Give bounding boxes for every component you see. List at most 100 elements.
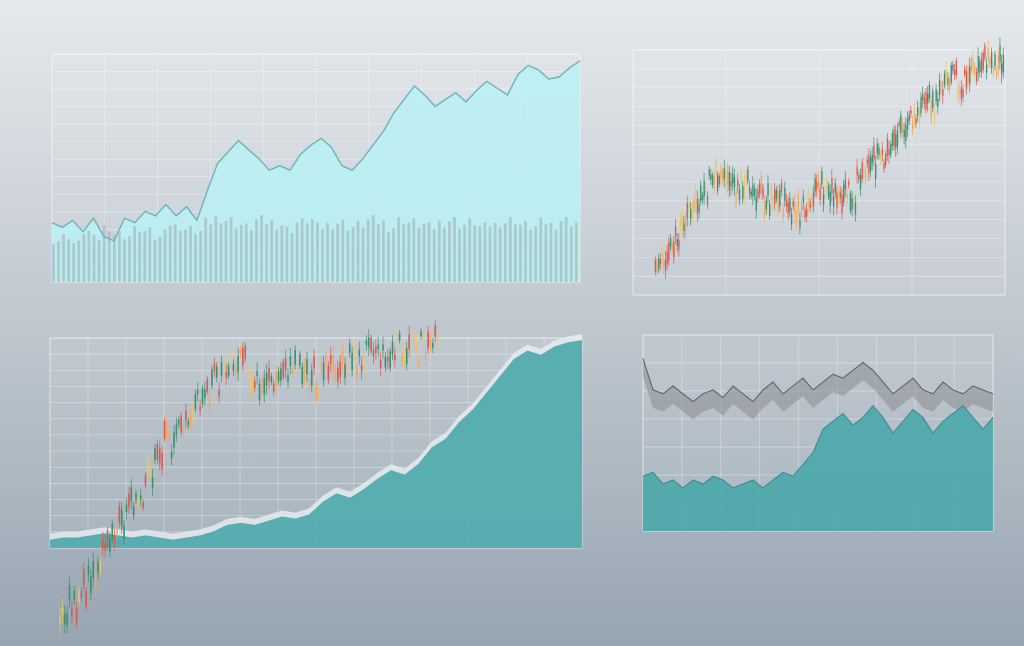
candle-body	[953, 70, 956, 75]
candle-body	[306, 358, 308, 375]
candle-body	[106, 530, 109, 548]
candle-body	[829, 191, 831, 206]
candle-body	[785, 199, 788, 206]
candle-body	[220, 362, 223, 376]
candle-body	[753, 188, 756, 196]
candle-body	[422, 330, 425, 344]
candle-body	[344, 364, 346, 378]
candle-body	[765, 200, 768, 210]
volume-bar	[346, 230, 350, 282]
candle-body	[213, 363, 216, 372]
candle-body	[688, 203, 690, 208]
candle-body	[839, 192, 842, 198]
candle-body	[175, 424, 178, 436]
volume-bar	[498, 227, 502, 282]
volume-bar	[554, 229, 558, 282]
volume-bar	[112, 234, 116, 282]
volume-bar	[128, 236, 131, 282]
candle-body	[836, 192, 838, 208]
candle-body	[130, 487, 133, 502]
volume-bar	[519, 224, 522, 282]
candle-body	[837, 189, 840, 203]
volume-bar	[493, 222, 497, 282]
candle-body	[854, 202, 857, 215]
area-chart-bottom-right	[642, 334, 994, 532]
volume-bar	[138, 232, 142, 282]
candle-body	[268, 367, 270, 382]
candle-body	[204, 389, 206, 399]
candle-body	[318, 391, 320, 399]
candle-body	[73, 590, 76, 600]
volume-bar	[564, 217, 568, 282]
volume-bar	[524, 221, 527, 282]
candle-body	[301, 366, 304, 384]
candle-body	[799, 219, 801, 228]
candle-body	[945, 69, 947, 79]
chart-panel-top-left	[20, 40, 590, 310]
candle-body	[663, 261, 665, 267]
candle-body	[427, 331, 429, 349]
candle-body	[925, 92, 927, 110]
volume-bar	[559, 221, 563, 282]
candle-body	[738, 188, 741, 201]
candle-body	[947, 77, 949, 86]
candle-body	[668, 242, 670, 261]
candle-body	[92, 560, 95, 579]
candle-body	[284, 358, 287, 370]
candle-body	[696, 198, 699, 214]
candle-body	[916, 107, 919, 116]
candle-body	[251, 378, 254, 390]
volume-bar	[300, 218, 304, 282]
candle-body	[125, 504, 128, 512]
candle-body	[424, 352, 427, 359]
candle-body	[745, 173, 747, 180]
candle-body	[821, 171, 823, 185]
candle-body	[659, 259, 662, 265]
candle-body	[282, 361, 285, 378]
volume-bar	[280, 225, 284, 282]
candle-body	[329, 355, 332, 365]
candle-body	[272, 383, 275, 392]
candle-body	[661, 248, 663, 255]
volume-bar	[77, 240, 81, 282]
candle-body	[196, 389, 199, 395]
candle-body	[365, 340, 368, 346]
candle-body	[90, 575, 92, 594]
candle-body	[676, 239, 678, 247]
candle-body	[856, 167, 858, 176]
candle-body	[863, 164, 865, 173]
candle-body	[82, 568, 85, 586]
candle-body	[903, 129, 905, 137]
candle-body	[116, 527, 118, 535]
candle-body	[242, 347, 244, 366]
candle-body	[151, 477, 154, 488]
candle-body	[432, 343, 434, 348]
candle-body	[987, 48, 990, 60]
candle-body	[199, 405, 201, 411]
volume-bar	[290, 232, 294, 282]
candle-body	[974, 65, 976, 73]
volume-bar	[143, 230, 147, 282]
chart-panel-top-right	[605, 37, 1015, 315]
candle-body	[234, 366, 237, 376]
candle-body	[992, 66, 995, 75]
candle-body	[690, 209, 692, 219]
candle-body	[61, 607, 64, 615]
candle-body	[170, 452, 173, 459]
candle-body	[277, 370, 280, 382]
candle-body	[334, 365, 337, 380]
candle-body	[403, 349, 406, 365]
candle-body	[795, 217, 798, 222]
candle-body	[173, 432, 175, 448]
candle-body	[755, 196, 758, 211]
candle-body	[733, 177, 736, 188]
volume-bar	[265, 224, 269, 282]
volume-bar	[194, 234, 197, 282]
candle-body	[933, 111, 936, 120]
candle-body	[972, 58, 974, 73]
candle-body	[901, 124, 904, 133]
volume-bar	[133, 225, 137, 282]
candle-body	[812, 191, 815, 207]
candle-body	[332, 354, 334, 373]
candle-body	[896, 130, 899, 147]
